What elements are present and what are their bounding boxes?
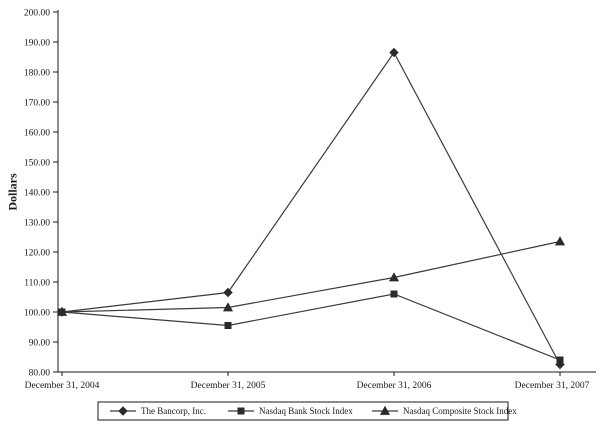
- y-axis-tick-label: 140.00: [24, 188, 50, 198]
- data-point-square: [224, 322, 232, 329]
- x-axis-label: December 31, 2006: [357, 381, 432, 391]
- y-axis-tick-label: 130.00: [24, 218, 50, 228]
- y-axis-tick-label: 100.00: [24, 308, 50, 318]
- data-point-square: [556, 356, 564, 364]
- legend-marker-diamond: [118, 406, 128, 416]
- y-axis-title: Dollars: [5, 173, 20, 211]
- series-line-triangle: [61, 240, 561, 313]
- x-axis-label: December 31, 2005: [191, 381, 266, 391]
- x-axis-label: December 31, 2007: [515, 381, 590, 391]
- data-point-diamond: [223, 287, 233, 298]
- y-axis-tick-label: 180.00: [24, 68, 50, 78]
- x-axis-label: December 31, 2004: [25, 381, 100, 391]
- data-point-triangle: [56, 306, 68, 316]
- y-axis-tick-label: 190.00: [24, 38, 50, 48]
- y-axis-tick-label: 120.00: [24, 248, 50, 258]
- data-point-triangle: [554, 236, 566, 246]
- y-axis-tick-label: 90.00: [29, 338, 51, 348]
- data-point-diamond: [389, 47, 399, 58]
- legend-label: Nasdaq Bank Stock Index: [259, 406, 353, 416]
- legend-marker-triangle: [379, 405, 391, 415]
- data-point-square: [390, 290, 398, 298]
- legend-label: Nasdaq Composite Stock Index: [403, 406, 517, 416]
- y-axis-tick-label: 170.00: [24, 98, 50, 108]
- y-axis-tick-label: 160.00: [24, 128, 50, 138]
- y-axis-tick-label: 80.00: [29, 368, 51, 378]
- data-point-triangle: [222, 302, 234, 312]
- y-axis-tick-label: 150.00: [24, 158, 50, 168]
- y-axis-tick-label: 110.00: [24, 278, 50, 288]
- series-line-square: [61, 293, 561, 361]
- data-point-triangle: [388, 272, 400, 282]
- series-line-diamond: [61, 51, 561, 365]
- legend-label: The Bancorp, Inc.: [141, 406, 206, 416]
- legend-box: [97, 401, 509, 421]
- legend-marker-square: [237, 407, 245, 415]
- y-axis-tick-label: 200.00: [24, 8, 50, 18]
